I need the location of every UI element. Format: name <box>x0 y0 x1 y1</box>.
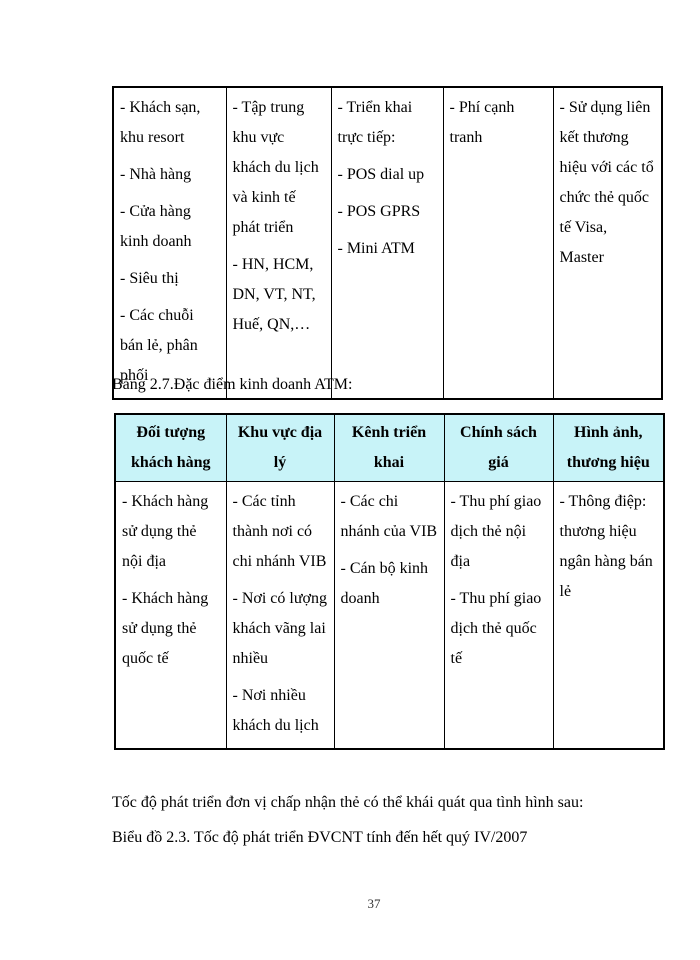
header-cell-pricing: Chính sách giá <box>443 413 554 482</box>
cell-paragraph: - Mini ATM <box>337 240 415 257</box>
cell-paragraph: - Siêu thị <box>120 270 179 287</box>
table-atm-characteristics: Đối tượng khách hàng Khu vực địa lý Kênh… <box>114 413 665 750</box>
cell-paragraph: - Các chi nhánh của VIB <box>340 492 438 540</box>
chart-caption-line: Biểu đồ 2.3. Tốc độ phát triển ĐVCNT tín… <box>112 829 528 846</box>
table-cell-channel: - Triển khai trực tiếp: - POS dial up - PO… <box>330 86 444 400</box>
table-cell-region: - Các tỉnh thành nơi có chi nhánh VIB - N… <box>225 480 335 749</box>
header-cell-brand: Hình ảnh, thương hiệu <box>552 413 665 482</box>
cell-paragraph: - Thu phí giao dịch thẻ quốc tế <box>450 589 542 667</box>
table-row: - Khách hàng sử dụng thẻ nội địa - Khách … <box>114 480 665 749</box>
table-cell-customers: - Khách sạn, khu resort - Nhà hàng - Cửa h… <box>112 86 227 400</box>
table-row: - Khách sạn, khu resort - Nhà hàng - Cửa h… <box>112 86 663 400</box>
header-cell-customers: Đối tượng khách hàng <box>114 413 227 482</box>
table-cell-pricing: - Phí cạnh tranh <box>442 86 554 400</box>
cell-paragraph: - Khách hàng sử dụng thẻ nội địa <box>122 492 209 570</box>
body-text-line1: Tốc độ phát triển đơn vị chấp nhận thẻ c… <box>112 794 584 811</box>
cell-paragraph: - HN, HCM, DN, VT, NT, Huế, QN,… <box>232 256 316 333</box>
cell-paragraph: - Nhà hàng <box>120 166 192 183</box>
cell-paragraph: - Khách hàng sử dụng thẻ quốc tế <box>122 589 209 667</box>
table-cell-brand: - Thông điệp: thương hiệu ngân hàng bán … <box>552 480 665 749</box>
table-cell-brand: - Sử dụng liên kết thương hiệu với các t… <box>552 86 663 400</box>
cell-paragraph: - Cán bộ kinh doanh <box>340 559 429 607</box>
cell-paragraph: - Thông điệp: thương hiệu ngân hàng bán … <box>559 492 653 600</box>
cell-paragraph: - POS dial up <box>337 166 425 183</box>
table-cell-channel: - Các chi nhánh của VIB - Cán bộ kinh doa… <box>333 480 445 749</box>
table-header-row: Đối tượng khách hàng Khu vực địa lý Kênh… <box>114 413 665 482</box>
cell-paragraph: - Sử dụng liên kết thương hiệu với các t… <box>559 99 654 266</box>
cell-paragraph: - Nơi nhiều khách du lịch <box>232 686 319 734</box>
header-cell-channel: Kênh triển khai <box>333 413 445 482</box>
table-caption: Bảng 2.7.Đặc điểm kinh doanh ATM: <box>112 376 353 393</box>
table-cell-pricing: - Thu phí giao dịch thẻ nội địa - Thu phí… <box>443 480 554 749</box>
cell-paragraph: - Các tỉnh thành nơi có chi nhánh VIB <box>232 492 327 570</box>
table-continuation-pos: - Khách sạn, khu resort - Nhà hàng - Cửa h… <box>112 86 663 400</box>
table-cell-customers: - Khách hàng sử dụng thẻ nội địa - Khách … <box>114 480 227 749</box>
cell-paragraph: - Phí cạnh tranh <box>449 99 515 146</box>
cell-paragraph: - POS GPRS <box>337 203 421 220</box>
table-cell-region: - Tập trung khu vực khách du lịch và kin… <box>225 86 332 400</box>
cell-paragraph: - Tập trung khu vực khách du lịch và kin… <box>232 99 319 236</box>
cell-paragraph: - Thu phí giao dịch thẻ nội địa <box>450 492 542 570</box>
cell-paragraph: - Nơi có lượng khách vãng lai nhiều <box>232 589 327 667</box>
cell-paragraph: - Khách sạn, khu resort <box>120 99 201 146</box>
header-cell-region: Khu vực địa lý <box>225 413 335 482</box>
cell-paragraph: - Cửa hàng kinh doanh <box>120 203 192 250</box>
cell-paragraph: - Các chuỗi bán lẻ, phân phối <box>120 307 198 384</box>
page-number: 37 <box>367 896 381 911</box>
cell-paragraph: - Triển khai trực tiếp: <box>337 99 413 146</box>
